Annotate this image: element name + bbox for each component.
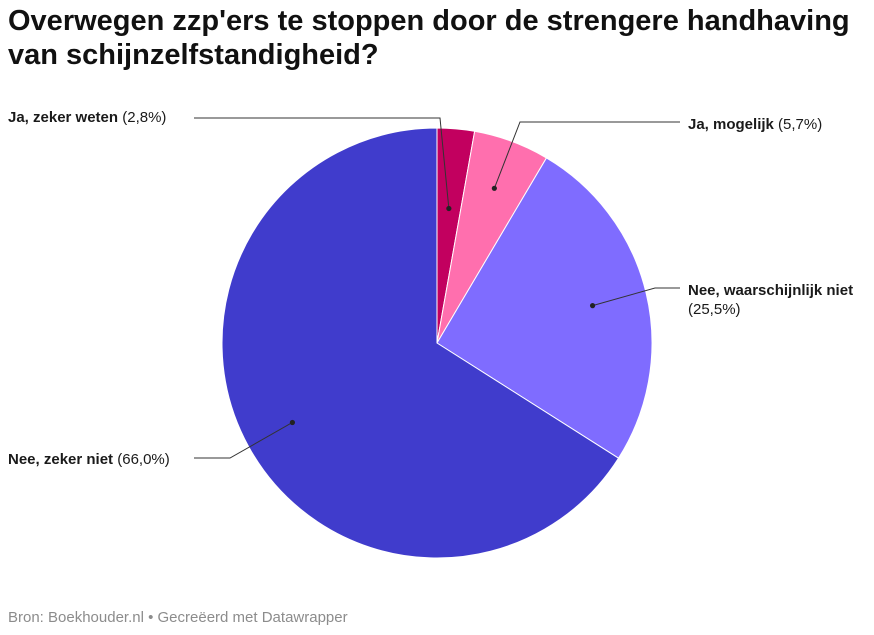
- slice-label-ja-mogelijk: Ja, mogelijk (5,7%): [688, 115, 822, 134]
- slice-label-nee-zeker-niet: Nee, zeker niet (66,0%): [8, 450, 170, 469]
- slice-label-value: (25,5%): [688, 301, 741, 318]
- slice-label-ja-zeker-weten: Ja, zeker weten (2,8%): [8, 108, 166, 127]
- label-leader-lines: [194, 117, 680, 459]
- leader-anchor-dot: [289, 419, 296, 426]
- slice-label-name: Ja, mogelijk: [688, 116, 774, 133]
- leader-anchor-dot: [491, 185, 497, 191]
- leader-line: [194, 117, 450, 209]
- leader-line: [194, 422, 293, 459]
- leader-anchor-dot: [446, 205, 452, 212]
- chart-title: Overwegen zzp'ers te stoppen door de str…: [8, 5, 850, 71]
- pie-slice-nee-zeker-niet: [221, 127, 620, 559]
- slice-label-name: Nee, zeker niet: [8, 451, 114, 468]
- pie-slice-nee-waarschijnlijk-niet: [436, 157, 653, 459]
- slice-label-name: Nee, waarschijnlijk niet: [688, 282, 854, 299]
- source-footer: Bron: Boekhouder.nl • Gecreëerd met Data…: [8, 609, 348, 626]
- slice-label-value: (5,7%): [778, 116, 823, 133]
- slice-label-nee-waarschijnlijk-niet: Nee, waarschijnlijk niet (25,5%): [688, 281, 853, 319]
- slice-label-value: (2,8%): [122, 109, 167, 126]
- pie-slices: [221, 127, 653, 559]
- slice-label-name: Ja, zeker weten: [8, 109, 119, 126]
- leader-line: [592, 287, 680, 307]
- leader-anchor-dot: [589, 303, 596, 309]
- slice-label-value: (66,0%): [117, 451, 170, 468]
- leader-line: [493, 121, 680, 189]
